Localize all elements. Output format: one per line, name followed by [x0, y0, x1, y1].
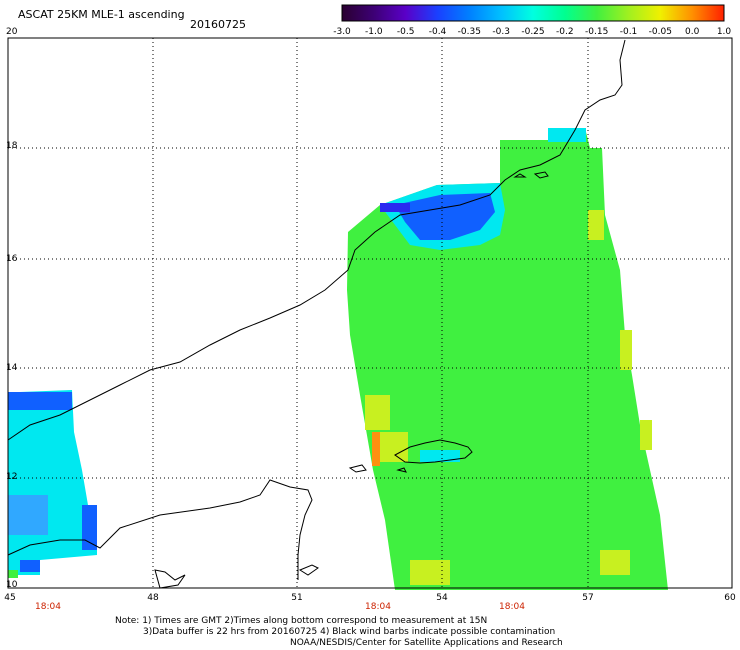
colorbar-label: -0.1 — [619, 27, 638, 37]
colorbar-label: 1.0 — [716, 27, 732, 37]
coastline — [7, 39, 626, 589]
lat-label-12: 12 — [6, 472, 18, 482]
colorbar-label: 0.0 — [684, 27, 700, 37]
west-swath — [8, 390, 97, 578]
time-label-mid: 18:04 — [365, 602, 391, 612]
graticule — [8, 38, 732, 588]
colorbar-label: -1.0 — [365, 27, 383, 37]
colorbar-label: -0.3 — [492, 27, 510, 37]
colorbar-gradient — [341, 4, 725, 22]
lon-label-45: 45 — [4, 593, 16, 603]
note-line-3: NOAA/NESDIS/Center for Satellite Applica… — [290, 638, 563, 648]
lat-label-18: 18 — [6, 141, 18, 151]
colorbar-label: -0.15 — [585, 27, 609, 37]
lat-label-20: 20 — [6, 27, 18, 37]
lon-label-54: 54 — [436, 593, 448, 603]
colorbar-label: -0.5 — [396, 27, 415, 37]
time-label-east: 18:04 — [499, 602, 525, 612]
colorbar-label: -0.4 — [428, 27, 447, 37]
lon-label-51: 51 — [291, 593, 303, 603]
colorbar-label: -3.0 — [333, 27, 351, 37]
east-swath — [347, 128, 668, 590]
colorbar — [341, 4, 725, 22]
map-title: ASCAT 25KM MLE-1 ascending — [18, 8, 185, 21]
map-date: 20160725 — [190, 18, 246, 31]
colorbar-label: -0.35 — [457, 27, 481, 37]
note-line-2: 3)Data buffer is 22 hrs from 20160725 4)… — [143, 627, 556, 637]
time-label-west: 18:04 — [35, 602, 61, 612]
lon-label-57: 57 — [582, 593, 594, 603]
colorbar-label: -0.05 — [648, 27, 672, 37]
lat-label-16: 16 — [6, 254, 18, 264]
lon-label-48: 48 — [147, 593, 159, 603]
lat-label-14: 14 — [6, 363, 18, 373]
lat-label-10: 10 — [6, 580, 18, 590]
colorbar-label: -0.2 — [556, 27, 574, 37]
colorbar-label: -0.25 — [521, 27, 545, 37]
lon-label-60: 60 — [724, 593, 736, 603]
note-line-1: Note: 1) Times are GMT 2)Times along bot… — [115, 616, 488, 626]
